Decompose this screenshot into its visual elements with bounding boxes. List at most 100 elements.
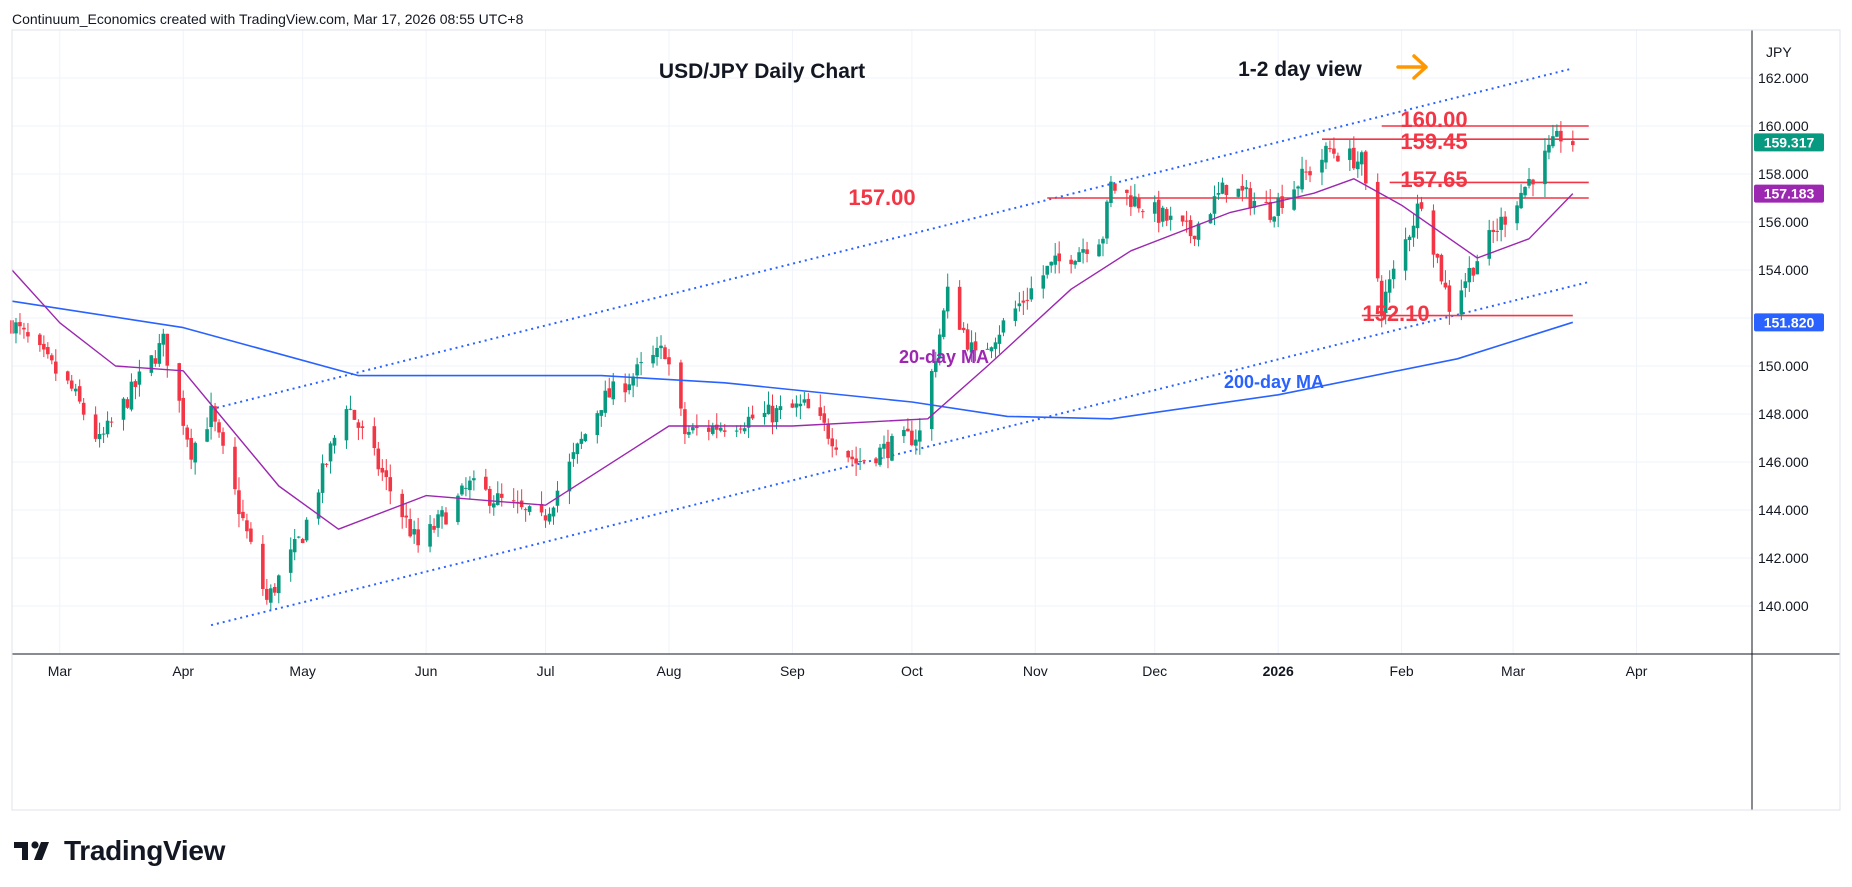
- candle-up: [1527, 178, 1531, 186]
- candle-down: [1240, 185, 1245, 191]
- candle-up: [659, 345, 663, 349]
- candle-up: [1109, 181, 1113, 203]
- candle-up: [1041, 275, 1046, 289]
- y-tick-label: 154.000: [1758, 262, 1809, 278]
- candle-up: [1101, 238, 1105, 244]
- candle-up: [161, 333, 166, 345]
- candle-down: [722, 430, 727, 432]
- candle-down: [854, 458, 858, 464]
- candle-up: [802, 399, 807, 403]
- tradingview-footer[interactable]: TradingView: [14, 835, 225, 867]
- trend-channel: [210, 67, 1589, 627]
- candle-down: [818, 407, 823, 416]
- candle-down: [770, 405, 775, 423]
- candle-down: [499, 493, 504, 498]
- candle-down: [360, 426, 365, 429]
- candle-down: [324, 463, 329, 465]
- candle-up: [149, 355, 154, 373]
- candle-up: [651, 354, 655, 364]
- candle-up: [1276, 198, 1280, 216]
- candle-up: [14, 322, 18, 334]
- candle-up: [718, 427, 723, 431]
- candle-down: [408, 519, 412, 537]
- candle-up: [1168, 215, 1173, 220]
- ma20-label: 20-day MA: [899, 347, 989, 367]
- candle-up: [296, 536, 301, 538]
- candle-down: [81, 402, 86, 415]
- candle-up: [631, 376, 635, 386]
- candle-up: [1097, 244, 1101, 257]
- x-tick-label: Dec: [1142, 663, 1167, 679]
- candle-up: [929, 370, 934, 430]
- candle-up: [1475, 261, 1480, 275]
- candle-up: [320, 463, 325, 493]
- candle-down: [1419, 202, 1424, 209]
- candle-up: [1411, 225, 1416, 238]
- candle-down: [1443, 282, 1448, 288]
- candle-up: [1133, 196, 1137, 207]
- x-tick-label: Feb: [1390, 663, 1414, 679]
- candle-up: [1220, 182, 1225, 194]
- candle-up: [567, 461, 572, 492]
- candle-up: [101, 433, 106, 435]
- x-tick-label: Apr: [1626, 663, 1648, 679]
- candle-down: [153, 358, 158, 364]
- candle-up: [575, 443, 580, 455]
- axes: 140.000 142.000 144.000 146.000 148.000 150.0…: [11, 29, 1841, 811]
- candle-down: [607, 388, 612, 398]
- candle-up: [639, 362, 643, 364]
- candle-up: [440, 510, 444, 517]
- candle-up: [571, 452, 576, 459]
- candle-down: [1125, 189, 1129, 193]
- candle-up: [1487, 230, 1491, 259]
- price-chart[interactable]: USD/JPY Daily Chart 1-2 day view160.00159…: [0, 0, 1852, 830]
- candle-down: [707, 427, 711, 432]
- level-label-160: 160.00: [1400, 107, 1467, 132]
- candle-down: [1069, 259, 1073, 265]
- candle-up: [1216, 193, 1221, 195]
- candle-up: [129, 381, 134, 410]
- candle-up: [1292, 189, 1296, 210]
- candle-up: [691, 427, 695, 431]
- chart-annotations: USD/JPY Daily Chart 1-2 day view 160.00159…: [659, 54, 1468, 392]
- candle-up: [1519, 192, 1523, 209]
- candle-up: [1152, 202, 1157, 214]
- candle-up: [742, 428, 747, 432]
- candle-down: [46, 347, 50, 355]
- x-tick-label: Jul: [537, 663, 555, 679]
- candle-down: [1352, 147, 1356, 169]
- y-tick-label: 140.000: [1758, 598, 1809, 614]
- candle-up: [348, 408, 353, 410]
- candle-down: [1447, 285, 1452, 312]
- candle-up: [209, 405, 213, 428]
- candle-down: [1495, 230, 1499, 232]
- candle-up: [1356, 161, 1360, 170]
- candle-down: [265, 588, 269, 600]
- candle-up: [1029, 288, 1034, 300]
- candle-down: [1268, 201, 1273, 220]
- candle-up: [1236, 188, 1241, 197]
- candle-up: [292, 539, 297, 553]
- candle-up: [1467, 267, 1472, 283]
- candle-down: [1375, 181, 1380, 279]
- arrow-right-icon: [1396, 54, 1428, 80]
- candle-down: [237, 490, 241, 515]
- candle-up: [858, 461, 862, 463]
- candle-up: [1105, 201, 1109, 239]
- candle-up: [276, 575, 281, 594]
- candle-down: [738, 428, 743, 430]
- candle-up: [583, 434, 588, 442]
- candle-up: [1017, 303, 1022, 307]
- candle-down: [714, 424, 719, 430]
- candle-up: [655, 347, 659, 357]
- candle-down: [1141, 211, 1145, 213]
- candle-down: [69, 380, 74, 389]
- level-label-15210: 152.10: [1362, 301, 1429, 326]
- candle-up: [121, 398, 126, 420]
- y-tick-label: 146.000: [1758, 454, 1809, 470]
- candle-down: [623, 383, 627, 393]
- candle-up: [304, 519, 309, 541]
- candle-up: [1387, 279, 1392, 293]
- candle-up: [687, 431, 691, 435]
- candle-down: [1248, 188, 1253, 209]
